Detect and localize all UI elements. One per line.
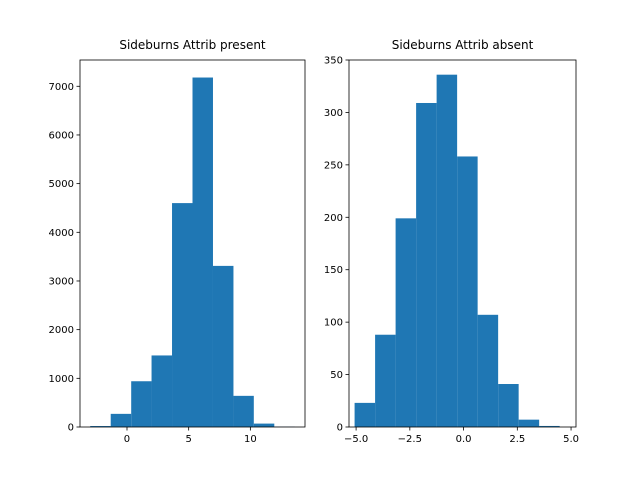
y-tick-label: 7000: [49, 82, 74, 93]
y-tick-label: 4000: [49, 228, 74, 239]
y-tick-label: 100: [324, 318, 343, 329]
bar: [212, 265, 234, 427]
x-tick-label: −5.0: [344, 434, 368, 445]
bar: [151, 355, 173, 427]
x-tick-label: 10: [244, 434, 257, 445]
y-tick-label: 150: [324, 265, 343, 276]
chart-title: Sideburns Attrib absent: [392, 38, 534, 52]
chart-title: Sideburns Attrib present: [119, 38, 266, 52]
bar: [498, 384, 519, 427]
bar: [131, 381, 152, 427]
y-tick-label: 3000: [49, 276, 74, 287]
bar: [477, 314, 499, 427]
y-tick-label: 350: [324, 56, 343, 67]
x-tick-label: 2.5: [509, 434, 525, 445]
y-tick-label: 5000: [49, 179, 74, 190]
bar: [233, 395, 254, 427]
bar: [172, 203, 193, 427]
x-tick-label: −2.5: [398, 434, 422, 445]
bar: [253, 423, 275, 427]
y-tick-label: 6000: [49, 130, 74, 141]
axes-frame: [348, 59, 577, 428]
bar: [457, 156, 478, 427]
x-tick-label: 0: [124, 434, 130, 445]
bar: [395, 218, 417, 427]
y-tick-label: 1000: [49, 374, 74, 385]
y-tick-label: 0: [337, 423, 343, 434]
y-tick-label: 300: [324, 108, 343, 119]
bar: [192, 77, 213, 427]
bar: [518, 419, 540, 427]
bar: [354, 402, 376, 427]
y-tick-label: 200: [324, 213, 343, 224]
y-tick-label: 250: [324, 160, 343, 171]
bar: [416, 102, 437, 428]
bar: [90, 426, 111, 427]
bar: [436, 74, 458, 428]
x-tick-label: 5.0: [563, 434, 579, 445]
y-tick-label: 0: [68, 423, 74, 434]
x-tick-label: 0.0: [456, 434, 472, 445]
y-tick-label: 2000: [49, 325, 74, 336]
x-tick-label: 5: [185, 434, 191, 445]
y-tick-label: 50: [330, 370, 343, 381]
bar: [375, 334, 396, 427]
axes-frame: [79, 59, 306, 428]
bar: [539, 425, 560, 427]
bar: [110, 413, 132, 427]
